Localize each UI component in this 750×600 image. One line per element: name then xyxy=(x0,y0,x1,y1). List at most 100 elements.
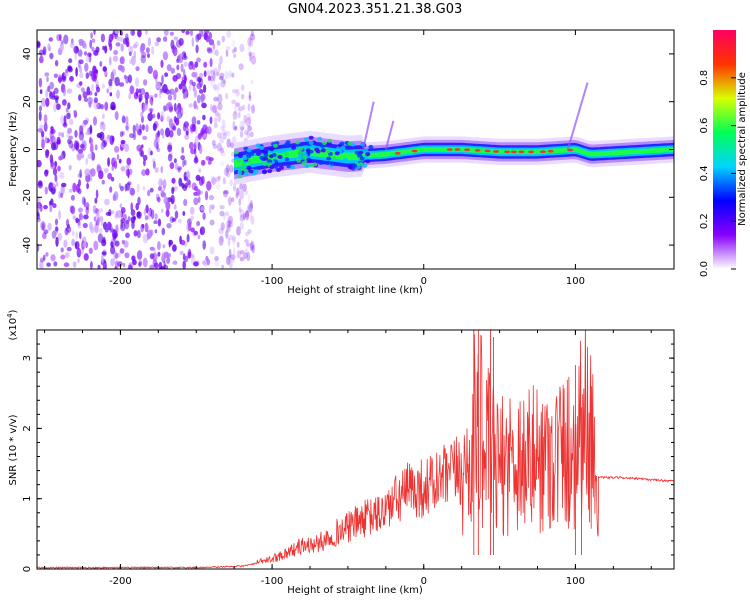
noise-dot xyxy=(245,117,251,127)
noise-dot xyxy=(209,246,215,255)
noise-dot xyxy=(183,198,188,207)
noise-dot xyxy=(94,92,98,97)
noise-dot xyxy=(116,35,120,42)
noise-dot xyxy=(110,258,115,267)
noise-dot xyxy=(145,204,149,214)
noise-dot xyxy=(141,169,147,177)
noise-dot xyxy=(141,144,144,149)
ridge-blob xyxy=(308,149,314,154)
ridge-blob xyxy=(271,152,277,157)
noise-dot xyxy=(250,240,255,250)
ridge-blob xyxy=(334,151,340,156)
noise-dot xyxy=(248,95,252,102)
noise-dot xyxy=(89,136,92,144)
noise-dot xyxy=(37,181,43,189)
noise-dot xyxy=(147,112,153,122)
noise-dot xyxy=(99,131,105,141)
noise-dot xyxy=(223,167,229,176)
noise-dot xyxy=(96,211,100,216)
noise-dot xyxy=(145,168,150,176)
noise-dot xyxy=(89,124,93,134)
noise-dot xyxy=(78,39,84,44)
noise-dot xyxy=(101,113,105,120)
noise-dot xyxy=(78,94,82,101)
ridge-blob xyxy=(357,153,362,158)
noise-dot xyxy=(232,238,236,246)
noise-dot xyxy=(233,46,237,53)
noise-dot xyxy=(37,128,43,133)
noise-dot xyxy=(80,87,85,93)
noise-dot xyxy=(115,42,121,47)
noise-dot xyxy=(231,72,235,78)
noise-dot xyxy=(133,230,138,237)
ridge-blob xyxy=(237,154,243,158)
noise-dot xyxy=(154,262,159,269)
noise-dot xyxy=(108,208,112,217)
noise-dot xyxy=(67,66,73,73)
noise-dot xyxy=(120,219,124,229)
noise-dot xyxy=(228,234,234,241)
noise-dot xyxy=(114,145,120,153)
noise-dot xyxy=(239,190,244,200)
noise-dot xyxy=(206,47,212,52)
noise-dot xyxy=(169,88,175,95)
noise-dot xyxy=(49,91,54,100)
noise-dot xyxy=(130,209,136,217)
ridge-peak xyxy=(394,151,401,155)
snr-frame xyxy=(36,329,675,570)
noise-dot xyxy=(104,198,110,206)
noise-dot xyxy=(240,93,245,100)
noise-dot xyxy=(171,217,177,222)
noise-dot xyxy=(180,155,186,161)
noise-dot xyxy=(172,125,177,131)
noise-dot xyxy=(132,216,136,221)
noise-dot xyxy=(250,79,254,84)
noise-dot xyxy=(136,250,143,260)
noise-dot xyxy=(181,51,186,56)
noise-dot xyxy=(50,198,54,206)
noise-dot xyxy=(182,260,186,269)
noise-dot xyxy=(91,46,95,52)
noise-dot xyxy=(60,254,66,260)
noise-dot xyxy=(93,49,99,56)
noise-dot xyxy=(230,254,236,260)
ridge-band-layer xyxy=(234,147,674,168)
noise-dot xyxy=(226,224,231,233)
noise-dot xyxy=(170,39,175,50)
noise-dot xyxy=(55,97,59,104)
noise-dot xyxy=(97,264,101,269)
noise-dot xyxy=(156,37,162,43)
noise-dot xyxy=(193,230,198,236)
noise-dot xyxy=(233,53,237,58)
y-tick-label: 20 xyxy=(22,95,33,108)
noise-dot xyxy=(236,241,240,248)
noise-dot xyxy=(83,241,87,248)
noise-dot xyxy=(213,84,218,91)
noise-dot xyxy=(43,229,49,234)
noise-dot xyxy=(96,217,100,226)
noise-dot xyxy=(42,46,47,56)
noise-dot xyxy=(173,91,177,101)
noise-dot xyxy=(114,111,119,121)
noise-dot xyxy=(249,131,254,138)
noise-dot xyxy=(238,106,244,112)
noise-dot xyxy=(142,135,148,140)
ridge-blob xyxy=(365,159,371,164)
noise-dot xyxy=(149,187,154,193)
noise-dot xyxy=(227,196,232,206)
noise-dot xyxy=(88,53,92,63)
noise-dot xyxy=(228,70,232,79)
noise-dot xyxy=(82,119,87,128)
y-tick-label: 40 xyxy=(22,48,33,61)
noise-dot xyxy=(216,87,220,94)
noise-dot xyxy=(52,203,57,209)
noise-dot xyxy=(127,264,133,269)
noise-dot xyxy=(110,228,115,233)
noise-dot xyxy=(168,106,173,113)
noise-dot xyxy=(53,261,58,267)
y-tick-label: 0 xyxy=(22,146,33,152)
noise-dot xyxy=(176,127,182,137)
noise-dot xyxy=(82,222,88,229)
noise-dot xyxy=(207,75,212,81)
noise-dot xyxy=(41,97,46,107)
